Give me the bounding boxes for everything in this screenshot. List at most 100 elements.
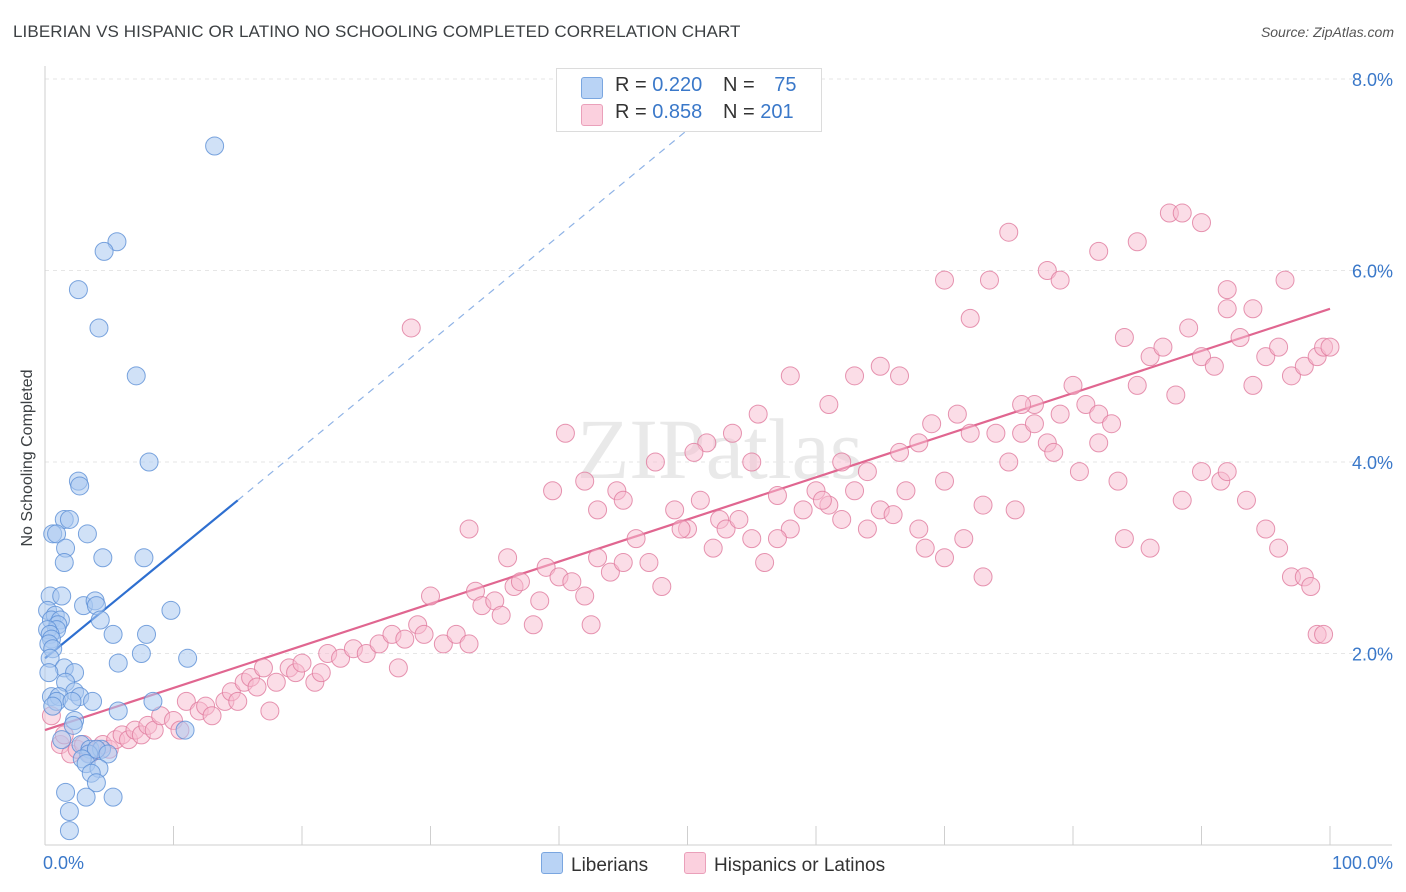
data-point <box>1140 347 1160 367</box>
y-tick-label: 2.0% <box>1352 645 1393 665</box>
r-label: R = <box>615 74 647 96</box>
series-hispanics <box>41 203 1340 764</box>
data-point <box>832 452 852 472</box>
data-point <box>108 701 128 721</box>
data-point <box>260 701 280 721</box>
source-label: Source: ZipAtlas.com <box>1260 24 1394 40</box>
data-point <box>228 691 248 711</box>
data-point <box>86 773 106 793</box>
data-point <box>1050 404 1070 424</box>
data-point <box>935 548 954 568</box>
data-point <box>205 136 225 156</box>
data-point <box>581 615 601 635</box>
data-point <box>780 519 800 539</box>
data-point <box>126 366 146 386</box>
data-point <box>90 610 110 630</box>
data-point <box>76 787 96 807</box>
data-point <box>266 672 286 692</box>
grid-lines <box>45 78 1392 654</box>
data-point <box>253 658 273 678</box>
data-point <box>588 548 608 568</box>
data-point <box>1192 347 1211 367</box>
r-label: R = <box>615 101 647 123</box>
data-point <box>459 519 479 539</box>
data-point <box>935 471 954 491</box>
axes <box>44 66 1392 846</box>
data-point <box>1217 280 1237 300</box>
data-point <box>575 471 595 491</box>
data-point <box>793 500 813 520</box>
data-point <box>1012 395 1032 415</box>
data-point <box>175 720 195 740</box>
data-point <box>626 529 646 549</box>
data-point <box>999 452 1019 472</box>
liberians-legend-label: Liberians <box>571 855 649 876</box>
liberians-trend-line <box>44 499 239 660</box>
data-point <box>639 553 659 573</box>
data-point <box>421 586 440 606</box>
data-point <box>498 548 518 568</box>
data-point <box>131 644 151 663</box>
data-point <box>137 624 157 644</box>
data-point <box>613 490 633 510</box>
data-point <box>1063 375 1083 395</box>
data-point <box>63 715 83 735</box>
data-point <box>143 691 163 711</box>
data-point <box>536 557 556 577</box>
data-point <box>575 586 595 606</box>
data-point <box>59 821 79 841</box>
data-point <box>1102 414 1122 434</box>
correlation-legend: R = 0.220 N = 75 R = 0.858 N = 201 <box>556 68 822 132</box>
data-point <box>845 366 865 386</box>
data-point <box>909 433 929 453</box>
watermark: ZIPatlas <box>577 401 864 497</box>
data-point <box>1243 375 1263 395</box>
data-point <box>388 658 408 678</box>
data-point <box>716 519 736 539</box>
data-point <box>979 270 999 290</box>
data-point <box>1012 423 1032 443</box>
data-point <box>890 366 910 386</box>
liberians-trend-extension <box>237 97 727 501</box>
data-point <box>247 677 267 697</box>
data-point <box>954 529 974 549</box>
data-point <box>1114 529 1134 549</box>
data-point <box>665 500 685 520</box>
data-point <box>1037 261 1057 280</box>
data-point <box>588 500 608 520</box>
data-point <box>103 624 123 644</box>
data-point <box>530 591 550 611</box>
data-point <box>1108 471 1128 491</box>
data-point <box>973 567 993 587</box>
legend-item-hispanics[interactable]: Hispanics or Latinos <box>684 852 885 877</box>
data-point <box>960 423 980 443</box>
data-point <box>671 519 691 539</box>
data-point <box>68 280 88 300</box>
data-point <box>703 538 723 558</box>
data-point <box>755 553 775 573</box>
data-point <box>178 648 198 668</box>
x-tick-label-min: 0.0% <box>43 853 84 873</box>
data-point <box>922 414 942 434</box>
data-point <box>89 318 109 338</box>
data-point <box>845 481 865 501</box>
y-tick-label: 4.0% <box>1352 453 1393 473</box>
data-point <box>1217 462 1237 482</box>
legend-item-liberians[interactable]: Liberians <box>541 852 648 877</box>
data-point <box>935 270 954 290</box>
n-label: N = <box>723 101 755 123</box>
data-point <box>947 404 967 424</box>
data-point <box>832 509 852 529</box>
data-point <box>973 495 993 515</box>
data-point <box>562 572 582 592</box>
data-point <box>1089 404 1109 424</box>
data-point <box>176 691 196 711</box>
data-point <box>883 505 903 525</box>
data-point <box>915 538 935 558</box>
data-point <box>77 524 97 544</box>
data-point <box>697 433 717 453</box>
data-point <box>52 730 72 750</box>
data-point <box>780 366 800 386</box>
data-point <box>960 308 980 328</box>
y-tick-label: 6.0% <box>1352 262 1393 282</box>
